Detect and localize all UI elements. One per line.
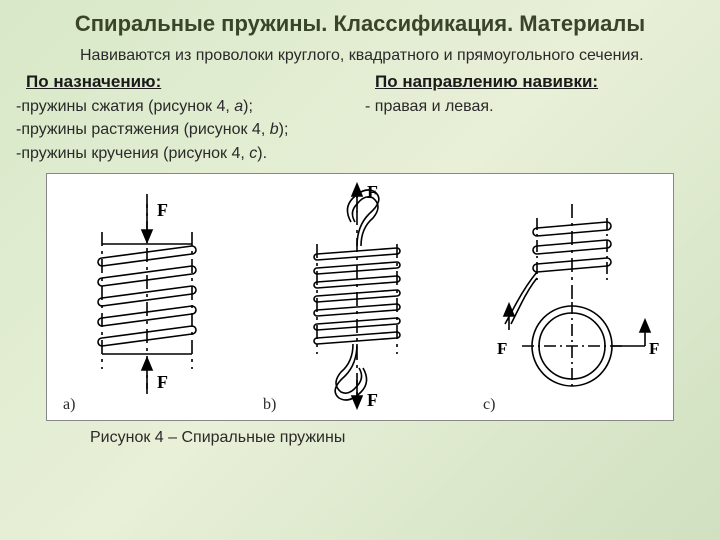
svg-text:F: F — [497, 339, 507, 358]
spring-extension: F F b) — [247, 174, 467, 420]
svg-text:F: F — [157, 372, 168, 392]
item-suffix: ); — [279, 121, 289, 138]
figure-caption: Рисунок 4 – Спиральные пружины — [0, 421, 720, 447]
panel-label-a: a) — [63, 396, 75, 414]
figure-4: F F a) — [46, 173, 674, 421]
item-prefix: -пружины растяжения (рисунок 4, — [16, 121, 270, 138]
item-suffix: ); — [243, 98, 253, 115]
svg-text:F: F — [367, 390, 378, 410]
item-suffix: ). — [257, 145, 267, 162]
item-em: b — [270, 121, 279, 138]
list-item: -пружины растяжения (рисунок 4, b); — [16, 118, 355, 141]
svg-text:F: F — [367, 182, 378, 202]
item-prefix: -пружины сжатия (рисунок 4, — [16, 98, 234, 115]
content-columns: По назначению: -пружины сжатия (рисунок … — [0, 72, 720, 165]
heading-purpose: По назначению: — [16, 72, 355, 92]
heading-direction: По направлению навивки: — [365, 72, 704, 92]
spring-torsion: F F c) — [467, 174, 667, 420]
item-em: a — [234, 98, 243, 115]
svg-text:F: F — [157, 200, 168, 220]
slide-title: Спиральные пружины. Классификация. Матер… — [0, 0, 720, 44]
list-item: -пружины кручения (рисунок 4, c). — [16, 142, 355, 165]
list-item: - правая и левая. — [365, 95, 704, 118]
column-purpose: По назначению: -пружины сжатия (рисунок … — [16, 72, 355, 165]
panel-label-c: c) — [483, 396, 495, 414]
svg-text:F: F — [649, 339, 659, 358]
column-direction: По направлению навивки: - правая и левая… — [365, 72, 704, 165]
list-item: -пружины сжатия (рисунок 4, a); — [16, 95, 355, 118]
item-prefix: -пружины кручения (рисунок 4, — [16, 145, 249, 162]
panel-label-b: b) — [263, 396, 276, 414]
spring-compression: F F a) — [47, 174, 247, 420]
intro-text: Навиваются из проволоки круглого, квадра… — [0, 44, 720, 73]
